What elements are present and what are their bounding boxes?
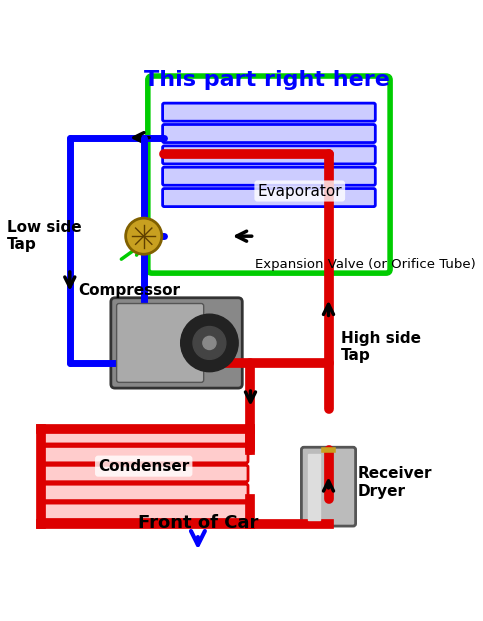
Text: Condenser: Condenser bbox=[98, 459, 189, 474]
FancyBboxPatch shape bbox=[40, 465, 248, 482]
Text: High side
Tap: High side Tap bbox=[341, 331, 421, 363]
FancyBboxPatch shape bbox=[163, 146, 375, 164]
Circle shape bbox=[203, 337, 216, 350]
Text: Expansion Valve (or Orifice Tube): Expansion Valve (or Orifice Tube) bbox=[255, 258, 475, 271]
Text: Receiver
Dryer: Receiver Dryer bbox=[357, 466, 432, 499]
Text: Compressor: Compressor bbox=[78, 283, 180, 298]
FancyBboxPatch shape bbox=[301, 447, 355, 526]
FancyBboxPatch shape bbox=[40, 484, 248, 501]
Circle shape bbox=[126, 218, 162, 254]
FancyBboxPatch shape bbox=[40, 503, 248, 520]
FancyBboxPatch shape bbox=[111, 298, 242, 388]
FancyBboxPatch shape bbox=[40, 427, 248, 444]
Text: This part right here: This part right here bbox=[144, 70, 390, 90]
Bar bbox=[308, 454, 320, 520]
FancyBboxPatch shape bbox=[40, 446, 248, 463]
FancyBboxPatch shape bbox=[163, 103, 375, 121]
FancyBboxPatch shape bbox=[163, 124, 375, 143]
FancyBboxPatch shape bbox=[163, 167, 375, 185]
Circle shape bbox=[193, 327, 226, 360]
Text: Low side
Tap: Low side Tap bbox=[7, 220, 81, 252]
Text: Evaporator: Evaporator bbox=[257, 184, 342, 199]
Circle shape bbox=[181, 314, 238, 372]
Text: Front of Car: Front of Car bbox=[138, 514, 258, 532]
FancyBboxPatch shape bbox=[116, 304, 204, 383]
FancyBboxPatch shape bbox=[163, 189, 375, 207]
